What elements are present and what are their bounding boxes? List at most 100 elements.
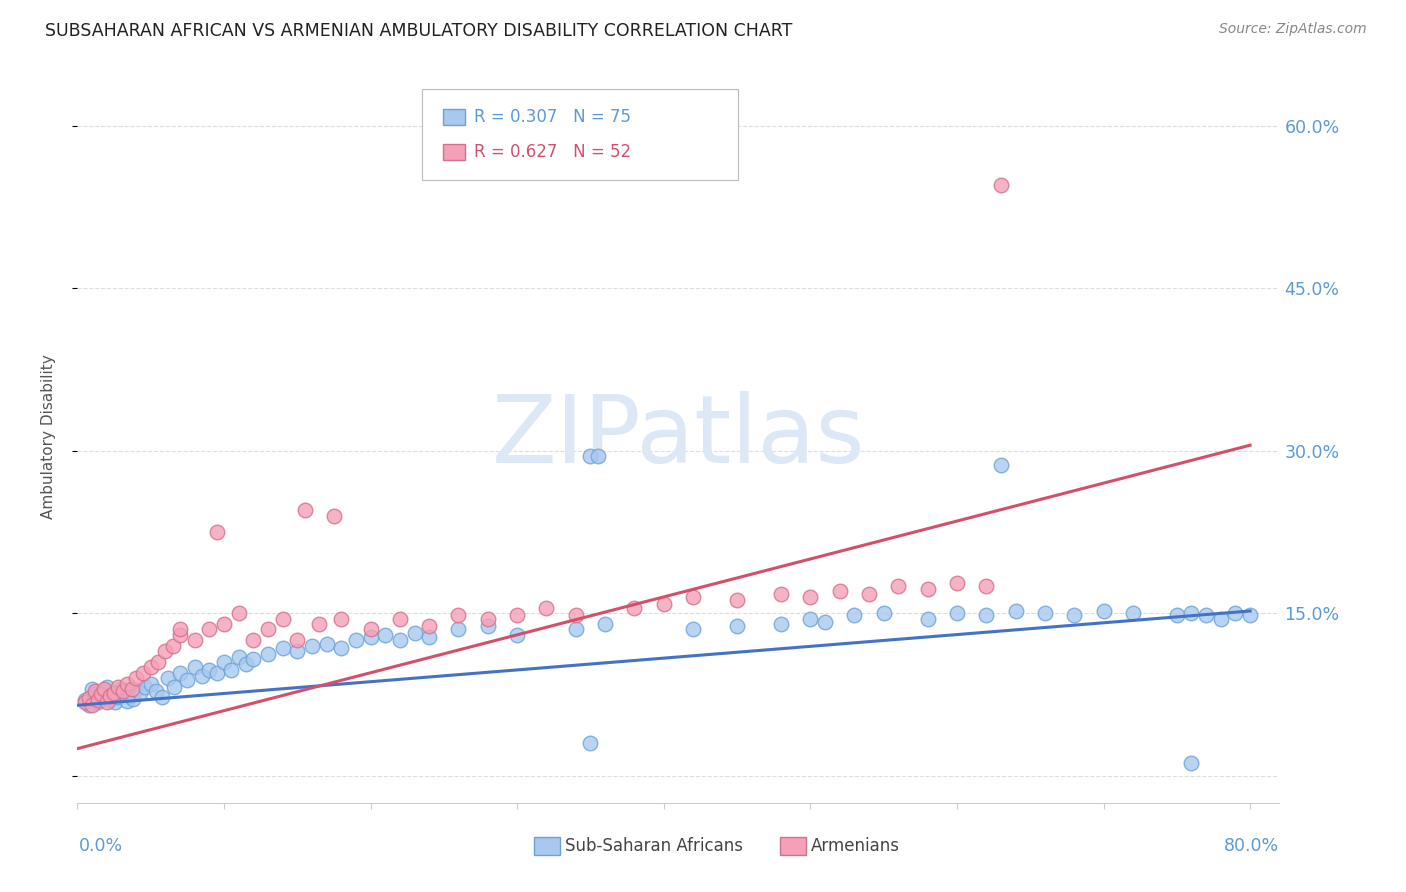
Point [198,663,221,677]
Point [506,628,529,642]
Point [1092,604,1115,618]
Text: Source: ZipAtlas.com: Source: ZipAtlas.com [1219,22,1367,37]
Point [73,695,96,709]
Point [125,683,148,698]
Point [87,695,110,709]
Point [157,671,180,685]
Y-axis label: Ambulatory Disability: Ambulatory Disability [42,355,56,519]
Point [96,695,118,709]
Point [990,178,1012,193]
Point [447,623,470,637]
Point [93,684,115,698]
Point [84,684,107,698]
Point [228,606,250,620]
Point [112,686,135,700]
Point [917,611,939,625]
Point [271,640,294,655]
Point [205,524,228,539]
Point [447,608,470,623]
Point [110,681,132,696]
Point [111,684,134,698]
Point [565,623,588,637]
Point [77,698,100,713]
Point [242,651,264,665]
Point [104,695,127,709]
Point [145,684,167,698]
Point [103,686,125,700]
Point [183,660,205,674]
Point [344,633,367,648]
Point [506,608,529,623]
Text: Armenians: Armenians [811,837,900,855]
Point [322,508,344,523]
Point [115,694,138,708]
Point [191,669,214,683]
Point [315,636,337,650]
Point [1033,606,1056,620]
Point [155,644,177,658]
Point [301,639,323,653]
Point [1225,606,1247,620]
Point [828,584,851,599]
Point [87,693,110,707]
Point [163,680,186,694]
Point [858,587,880,601]
Point [308,617,330,632]
Point [107,680,129,694]
Point [169,665,191,680]
Point [388,611,411,625]
Point [946,575,969,590]
Point [219,663,242,677]
Point [107,690,129,704]
Point [271,611,294,625]
Point [593,617,616,632]
Point [121,681,143,696]
Point [93,681,115,696]
Point [294,503,316,517]
Point [477,619,499,633]
Text: R = 0.307   N = 75: R = 0.307 N = 75 [474,108,631,126]
Point [101,688,124,702]
Point [257,648,280,662]
Point [1122,606,1144,620]
Point [162,639,184,653]
Point [477,611,499,625]
Point [98,689,121,703]
Point [84,688,107,702]
Point [404,625,426,640]
Point [120,689,142,703]
Point [814,615,837,629]
Point [205,665,228,680]
Point [652,598,675,612]
Point [872,606,894,620]
Point [1239,608,1261,623]
Point [330,640,353,655]
Point [990,458,1012,472]
Point [96,680,118,694]
Point [682,590,704,604]
Point [129,686,152,700]
Text: SUBSAHARAN AFRICAN VS ARMENIAN AMBULATORY DISABILITY CORRELATION CHART: SUBSAHARAN AFRICAN VS ARMENIAN AMBULATOR… [45,22,793,40]
Point [115,676,138,690]
Point [139,660,162,674]
Point [769,587,792,601]
Point [257,623,280,637]
Point [887,579,910,593]
Point [73,693,96,707]
Point [388,633,411,648]
Point [242,633,264,648]
Point [1195,608,1218,623]
Point [974,579,997,593]
Point [623,600,645,615]
Point [946,606,969,620]
Point [139,676,162,690]
Point [418,619,440,633]
Text: 80.0%: 80.0% [1225,837,1279,855]
Point [917,582,939,597]
Point [1209,611,1232,625]
Point [1063,608,1085,623]
Point [132,665,155,680]
Point [799,590,821,604]
Point [80,698,103,713]
Point [77,690,100,705]
